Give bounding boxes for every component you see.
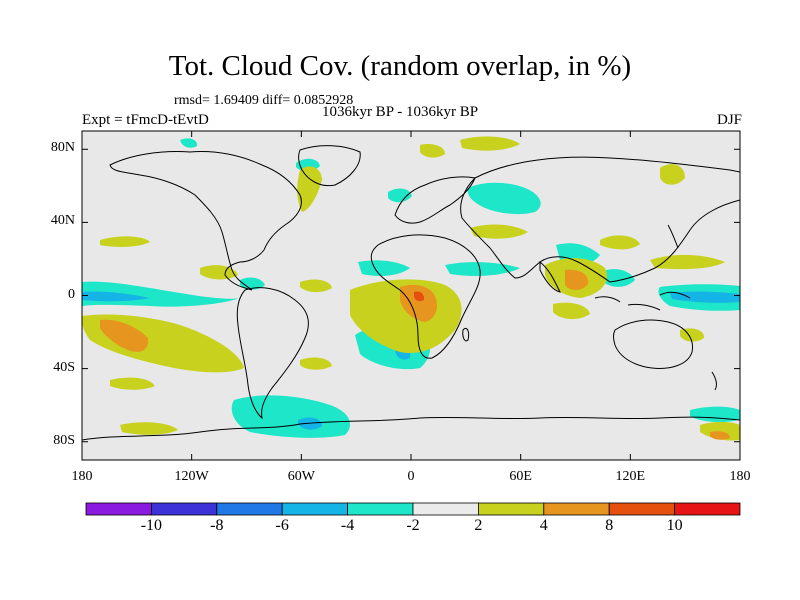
lon-label: 60E <box>509 469 532 484</box>
colorbar-segment <box>608 502 676 516</box>
lon-label: 180 <box>71 469 93 484</box>
anomaly-shading <box>81 136 740 441</box>
lon-label: 180 <box>729 469 751 484</box>
colorbar-label: -4 <box>340 517 355 534</box>
colorbar-label: 10 <box>666 517 683 534</box>
coastlines <box>81 145 741 441</box>
lon-label: 0 <box>407 469 415 484</box>
colorbar-label: 8 <box>605 517 614 534</box>
plot-title: Tot. Cloud Cov. (random overlap, in %) <box>168 50 632 82</box>
lat-label: 80S <box>53 432 75 448</box>
experiment-label: Expt = tFmcD-tEvtD <box>82 112 209 128</box>
colorbar-segment <box>347 502 414 516</box>
colorbar-segment <box>150 502 218 516</box>
colorbar-segment <box>477 502 545 516</box>
lat-label: 80N <box>50 140 75 156</box>
colorbar-segment <box>543 502 610 516</box>
colorbar-label: -8 <box>210 517 224 534</box>
colorbar <box>85 502 741 516</box>
colorbar-segment <box>674 502 741 516</box>
period-label: 1036kyr BP - 1036kyr BP <box>321 104 479 120</box>
lon-label: 120W <box>174 469 209 484</box>
lat-label: 40N <box>50 213 75 229</box>
lat-label: 40S <box>53 359 75 375</box>
season-label: DJF <box>716 112 742 128</box>
colorbar-label: -6 <box>275 517 289 534</box>
axis-ticks <box>81 131 741 460</box>
stats-line: rmsd= 1.69409 diff= 0.0852928 <box>174 93 354 108</box>
colorbar-segment <box>85 502 152 516</box>
colorbar-label: -2 <box>406 517 420 534</box>
lat-label: 0 <box>68 286 75 302</box>
lon-label: 60W <box>287 469 315 484</box>
colorbar-label: 2 <box>474 517 483 534</box>
colorbar-segment <box>412 502 479 516</box>
colorbar-label: -10 <box>140 517 163 534</box>
colorbar-segment <box>216 502 283 516</box>
lon-label: 120E <box>615 469 646 484</box>
colorbar-segment <box>281 502 349 516</box>
colorbar-label: 4 <box>539 517 548 534</box>
